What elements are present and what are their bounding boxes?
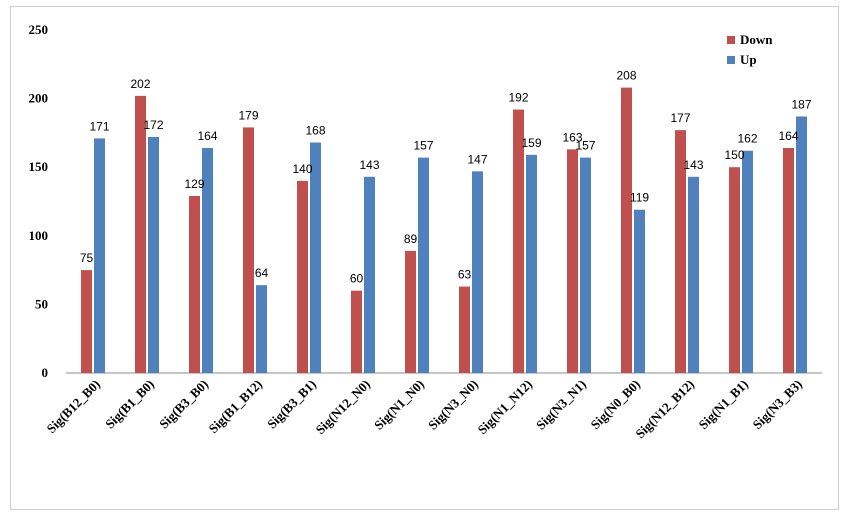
- bar-up: [418, 157, 429, 373]
- data-label-down: 140: [292, 162, 312, 176]
- x-tick-label: Sig(N3_N0): [425, 377, 481, 433]
- data-label-up: 171: [89, 119, 109, 133]
- data-label-down: 63: [458, 268, 472, 282]
- bar-up: [94, 138, 105, 373]
- x-tick-label: Sig(N1_N12): [474, 377, 535, 438]
- data-label-up: 157: [575, 139, 595, 153]
- data-label-up: 143: [683, 158, 703, 172]
- bar-up: [202, 147, 213, 373]
- x-tick-label: Sig(B3_B0): [156, 377, 211, 432]
- y-tick-label: 200: [29, 91, 49, 106]
- legend-swatch-down: [727, 36, 735, 44]
- x-tick-label: Sig(B1_B12): [205, 377, 265, 437]
- bar-up: [310, 142, 321, 373]
- data-label-down: 129: [184, 177, 204, 191]
- data-label-up: 147: [467, 152, 487, 166]
- x-tick-label: Sig(N3_B3): [750, 377, 806, 433]
- bar-up: [688, 176, 699, 373]
- data-label-up: 119: [630, 191, 649, 205]
- bar-down: [135, 95, 146, 373]
- data-label-down: 89: [404, 232, 418, 246]
- data-label-up: 157: [413, 139, 433, 153]
- bar-down: [351, 290, 362, 373]
- bar-up: [796, 116, 807, 373]
- data-label-down: 192: [508, 91, 528, 105]
- bar-up: [634, 209, 645, 373]
- data-label-down: 202: [130, 77, 150, 91]
- data-label-up: 164: [197, 129, 217, 143]
- x-tick-label: Sig(N12_N0): [312, 377, 373, 438]
- bar-down: [675, 130, 686, 373]
- data-label-up: 172: [143, 118, 163, 132]
- data-label-up: 64: [255, 266, 269, 280]
- x-tick-label: Sig(B3_B1): [264, 377, 319, 432]
- y-tick-label: 150: [29, 159, 49, 174]
- y-tick-label: 0: [42, 365, 49, 380]
- bar-down: [81, 270, 92, 373]
- bar-down: [189, 196, 200, 373]
- data-label-up: 159: [521, 136, 541, 150]
- bar-down: [621, 87, 632, 374]
- data-label-down: 164: [778, 129, 798, 143]
- y-tick-label: 50: [35, 296, 48, 311]
- bar-up: [742, 150, 753, 373]
- bars: [81, 87, 807, 374]
- legend: Down Up: [727, 32, 773, 67]
- x-tick-label: Sig(B1_B0): [102, 377, 157, 432]
- bar-down: [459, 286, 470, 373]
- x-axis: Sig(B12_B0)Sig(B1_B0)Sig(B3_B0)Sig(B1_B1…: [43, 377, 805, 442]
- x-tick-label: Sig(N1_N0): [371, 377, 427, 433]
- bar-up: [472, 171, 483, 373]
- bar-down: [513, 109, 524, 374]
- data-label-down: 179: [238, 108, 258, 122]
- x-tick-label: Sig(N0_B0): [588, 377, 644, 433]
- legend-swatch-up: [727, 56, 735, 64]
- y-tick-label: 100: [29, 228, 49, 243]
- bar-down: [243, 127, 254, 373]
- bar-up: [364, 176, 375, 373]
- bar-down: [405, 250, 416, 373]
- legend-label-down: Down: [740, 32, 773, 47]
- bar-up: [148, 137, 159, 373]
- bar-down: [729, 167, 740, 373]
- bar-down: [783, 147, 794, 373]
- legend-label-up: Up: [740, 52, 757, 67]
- bar-up: [526, 154, 537, 373]
- data-label-up: 162: [737, 132, 757, 146]
- data-label-down: 163: [562, 130, 582, 144]
- x-tick-label: Sig(B12_B0): [43, 377, 103, 437]
- bar-up: [580, 157, 591, 373]
- data-label-down: 150: [724, 148, 744, 162]
- data-label-down: 208: [616, 69, 636, 83]
- y-tick-label: 250: [29, 22, 49, 37]
- x-tick-label: Sig(N3_N1): [533, 377, 589, 433]
- data-label-up: 143: [359, 158, 379, 172]
- bar-down: [297, 180, 308, 373]
- data-label-down: 177: [670, 111, 690, 125]
- data-label-up: 168: [305, 124, 325, 138]
- bar-up: [256, 285, 267, 373]
- data-label-down: 60: [350, 272, 364, 286]
- data-labels: 75 171 202 172 129 164 179 64 140 168 60 143 89 157 63…: [80, 69, 812, 286]
- bar-down: [567, 149, 578, 373]
- data-label-up: 187: [791, 97, 811, 111]
- x-tick-label: Sig(N1_B1): [696, 377, 752, 433]
- data-label-down: 75: [80, 251, 94, 265]
